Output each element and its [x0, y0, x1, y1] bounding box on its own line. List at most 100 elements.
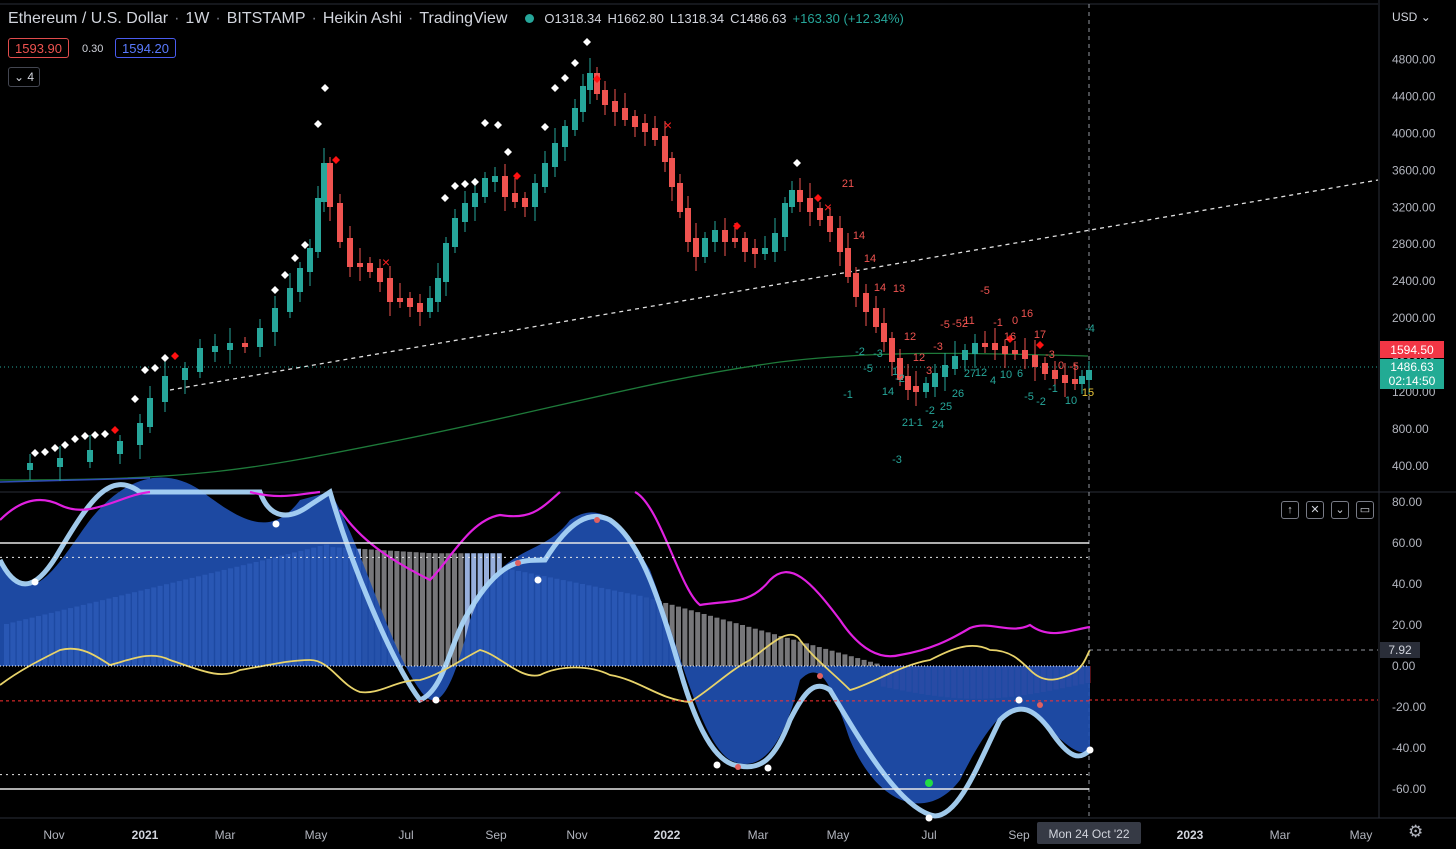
candle-body: [562, 126, 568, 147]
maximize-icon: ▭: [1359, 504, 1371, 516]
candle-body: [337, 203, 343, 242]
time-axis-label: Sep: [485, 828, 507, 842]
candle-body: [427, 298, 433, 312]
osc-white-dot: [1015, 696, 1023, 704]
chart-legend: Ethereum / U.S. Dollar · 1W · BITSTAMP · Heiki…: [8, 10, 904, 27]
td-count-label: -52: [952, 318, 968, 330]
buy-signal-icon: [51, 444, 59, 452]
td-count-label: 12: [913, 352, 925, 364]
candle-body: [502, 176, 508, 197]
candle-body: [182, 368, 188, 380]
osc-white-dot: [534, 576, 542, 584]
buy-signal-icon: [151, 364, 159, 372]
candle-body: [837, 228, 843, 252]
gear-icon[interactable]: ⚙: [1408, 822, 1424, 841]
symbol-title[interactable]: Ethereum / U.S. Dollar: [8, 10, 169, 27]
histogram-bar: [426, 553, 432, 666]
candle-body: [1012, 350, 1018, 354]
histogram-bar: [394, 551, 400, 666]
candle-body: [347, 238, 353, 267]
candle-body: [1072, 379, 1078, 384]
candle-body: [602, 90, 608, 105]
candle-body: [817, 208, 823, 220]
price-badge-red-text: 1594.50: [1390, 343, 1434, 357]
move-pane-up-button[interactable]: ↑: [1281, 501, 1299, 519]
histogram-bar: [855, 658, 861, 666]
histogram-bar: [759, 630, 765, 666]
price-tick-label: 4400.00: [1392, 89, 1436, 103]
td-count-label: 12: [904, 331, 916, 343]
candle-body: [873, 308, 879, 327]
histogram-bar: [836, 652, 841, 666]
indicators-collapse-button[interactable]: ⌄ 4: [8, 67, 40, 87]
price-tick-label: 2800.00: [1392, 237, 1436, 251]
candle-body: [712, 230, 718, 242]
candle-body: [853, 273, 859, 297]
osc-red-dot: [1037, 702, 1043, 708]
td-count-label: 14: [874, 282, 886, 294]
sell-signal-icon: [733, 222, 741, 230]
histogram-bar: [676, 606, 681, 666]
histogram-bar: [740, 625, 745, 666]
candle-body: [923, 383, 929, 392]
histogram-bar: [868, 661, 873, 666]
candle-body: [297, 268, 303, 292]
td-count-label: 15: [1082, 387, 1094, 399]
candle-body: [327, 163, 333, 207]
buy-signal-icon: [481, 119, 489, 127]
candle-body: [942, 365, 948, 377]
candle-body: [772, 233, 778, 252]
td-count-label: -3: [873, 348, 883, 360]
buy-signal-icon: [301, 241, 309, 249]
histogram-bar: [420, 552, 425, 666]
histogram-bar: [714, 617, 720, 666]
candle-body: [435, 278, 441, 302]
histogram-bar: [413, 552, 419, 666]
histogram-bar: [388, 550, 393, 666]
candle-body: [532, 183, 538, 207]
candle-body: [622, 108, 628, 120]
maximize-pane-button[interactable]: ▭: [1356, 501, 1374, 519]
buy-button[interactable]: 1594.20: [115, 38, 176, 58]
histogram-bar: [772, 634, 777, 666]
time-axis-label: Mar: [1270, 828, 1291, 842]
candle-body: [742, 238, 748, 252]
histogram-bar: [727, 621, 733, 666]
td-count-label: 0: [1058, 360, 1064, 372]
buy-signal-icon: [793, 159, 801, 167]
histogram-bar: [432, 553, 438, 666]
sell-button[interactable]: 1593.90: [8, 38, 69, 58]
candle-body: [542, 163, 548, 187]
candle-body: [482, 178, 488, 197]
collapse-pane-button[interactable]: ⌄: [1331, 501, 1349, 519]
candle-body: [272, 308, 278, 332]
candle-body: [552, 143, 558, 167]
osc-white-dot: [272, 520, 280, 528]
price-tick-label: 3600.00: [1392, 163, 1436, 177]
histogram-bar: [381, 550, 387, 666]
time-axis-label: 2022: [654, 828, 681, 842]
wave-line-light: [0, 482, 1092, 819]
histogram-bar: [471, 553, 477, 666]
td-count-label: -5: [940, 319, 950, 331]
candle-body: [387, 278, 393, 302]
td-count-label: 14: [864, 253, 876, 265]
td-count-label: 14: [882, 386, 894, 398]
candle-body: [162, 376, 168, 402]
osc-tick-label: 60.00: [1392, 536, 1422, 550]
histogram-bar: [682, 608, 688, 666]
td-count-label: -5: [980, 285, 990, 297]
close-pane-button[interactable]: ✕: [1306, 501, 1324, 519]
currency-menu[interactable]: USD ⌄: [1392, 10, 1431, 24]
candle-body: [492, 176, 498, 182]
td-count-label: -3: [1045, 349, 1055, 361]
osc-tick-label: -40.00: [1392, 741, 1426, 755]
candle-body: [87, 450, 93, 462]
interval-label[interactable]: 1W: [185, 10, 210, 27]
candle-body: [257, 328, 263, 347]
candle-body: [1032, 355, 1038, 367]
candle-body: [321, 163, 327, 202]
price-tick-label: 400.00: [1392, 459, 1429, 473]
buy-signal-icon: [41, 448, 49, 456]
